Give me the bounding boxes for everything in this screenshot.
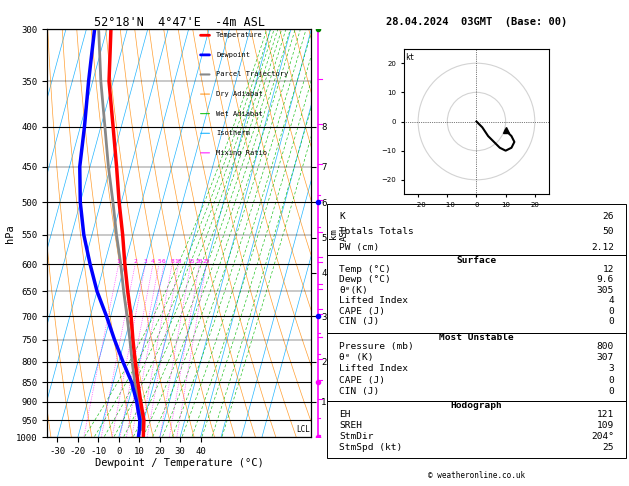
Text: Dry Adiabat: Dry Adiabat [216,91,263,97]
Bar [327,255,626,333]
Text: Temperature: Temperature [216,32,263,38]
Text: 5: 5 [157,259,161,264]
Text: 8: 8 [170,259,174,264]
Text: Hodograph: Hodograph [450,401,503,410]
Text: StmSpd (kt): StmSpd (kt) [339,443,403,452]
Text: 305: 305 [597,286,614,295]
Text: 4: 4 [608,296,614,305]
X-axis label: Dewpoint / Temperature (°C): Dewpoint / Temperature (°C) [95,457,264,468]
Text: kt: kt [405,53,415,62]
Text: 28.04.2024  03GMT  (Base: 00): 28.04.2024 03GMT (Base: 00) [386,17,567,27]
Title: 52°18'N  4°47'E  -4m ASL: 52°18'N 4°47'E -4m ASL [94,16,265,29]
Text: 3: 3 [143,259,147,264]
Text: CAPE (J): CAPE (J) [339,307,385,316]
Text: 3: 3 [608,364,614,373]
Text: Surface: Surface [457,256,496,265]
Text: Lifted Index: Lifted Index [339,364,408,373]
Text: 26: 26 [603,212,614,221]
Text: 0: 0 [608,317,614,327]
Text: SREH: SREH [339,421,362,430]
Bar [327,204,626,255]
Text: 12: 12 [603,265,614,274]
Text: θᵉ (K): θᵉ (K) [339,353,374,363]
Y-axis label: hPa: hPa [4,224,14,243]
Text: 4: 4 [151,259,155,264]
Text: Lifted Index: Lifted Index [339,296,408,305]
Text: CAPE (J): CAPE (J) [339,376,385,384]
Text: 25: 25 [203,259,210,264]
Text: 0: 0 [608,376,614,384]
Text: 25: 25 [603,443,614,452]
Bar [327,401,626,458]
Text: 2.12: 2.12 [591,243,614,252]
Text: 9.6: 9.6 [597,275,614,284]
Text: 50: 50 [603,227,614,236]
Text: PW (cm): PW (cm) [339,243,379,252]
Text: Dewp (°C): Dewp (°C) [339,275,391,284]
Bar [327,333,626,401]
Text: CIN (J): CIN (J) [339,386,379,396]
Text: 109: 109 [597,421,614,430]
Text: StmDir: StmDir [339,433,374,441]
Text: Temp (°C): Temp (°C) [339,265,391,274]
Text: 307: 307 [597,353,614,363]
Text: Parcel Trajectory: Parcel Trajectory [216,71,289,77]
Text: Most Unstable: Most Unstable [439,333,514,343]
Text: Dewpoint: Dewpoint [216,52,250,58]
Text: 15: 15 [187,259,194,264]
Y-axis label: km
ASL: km ASL [329,225,348,242]
Text: 6: 6 [162,259,166,264]
Text: K: K [339,212,345,221]
Text: Totals Totals: Totals Totals [339,227,414,236]
Text: θᵉ(K): θᵉ(K) [339,286,368,295]
Text: 0: 0 [608,307,614,316]
Text: EH: EH [339,410,350,419]
Text: 0: 0 [608,386,614,396]
Text: © weatheronline.co.uk: © weatheronline.co.uk [428,471,525,480]
Text: 800: 800 [597,342,614,351]
Text: Mixing Ratio: Mixing Ratio [216,150,267,156]
Text: 204°: 204° [591,433,614,441]
Text: Wet Adiabat: Wet Adiabat [216,111,263,117]
Text: 20: 20 [196,259,203,264]
Text: 2: 2 [133,259,137,264]
Text: 121: 121 [597,410,614,419]
Text: 10: 10 [175,259,182,264]
Text: CIN (J): CIN (J) [339,317,379,327]
Text: Isotherm: Isotherm [216,130,250,136]
Text: Pressure (mb): Pressure (mb) [339,342,414,351]
Text: 1: 1 [117,259,121,264]
Text: LCL: LCL [296,425,310,434]
